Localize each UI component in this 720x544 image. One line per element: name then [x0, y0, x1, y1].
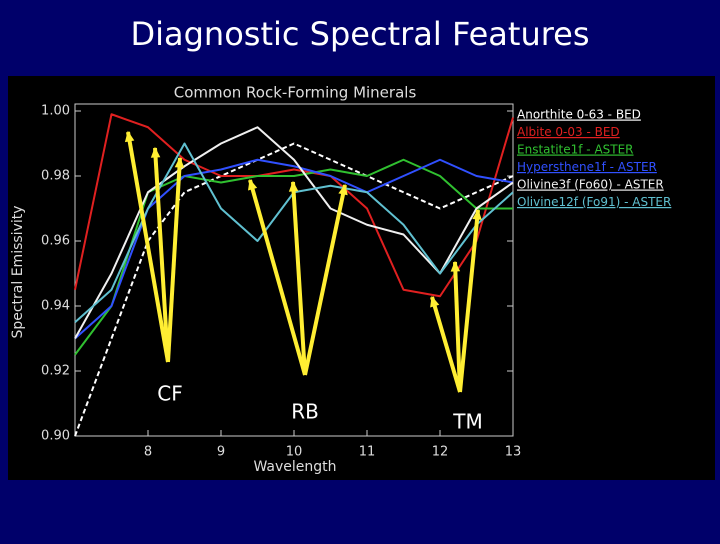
arrow-head: [472, 208, 482, 220]
legend-entry: Olivine12f (Fo91) - ASTER: [517, 195, 671, 209]
arrow-shaft: [166, 157, 182, 363]
y-tick-label: 0.94: [41, 299, 70, 314]
arrow-head: [450, 260, 461, 272]
y-tick-label: 1.00: [41, 104, 70, 119]
arrow-shaft: [248, 179, 307, 376]
legend-entry: Olivine3f (Fo60) - ASTER: [517, 178, 664, 192]
y-tick-label: 0.92: [41, 364, 70, 379]
x-tick-label: 9: [217, 445, 225, 460]
y-tick-label: 0.96: [41, 234, 70, 249]
arrow-shaft: [453, 261, 462, 393]
arrow-head: [338, 183, 348, 196]
annotation-label: RB: [291, 400, 319, 424]
arrow-head: [174, 156, 185, 168]
slide-title: Diagnostic Spectral Features: [130, 15, 589, 53]
arrow-shaft: [303, 184, 347, 376]
arrow-shaft: [430, 296, 462, 393]
chart-panel: [8, 76, 715, 480]
arrow-head: [430, 295, 440, 308]
arrow-head: [150, 146, 161, 158]
annotation-label: TM: [452, 410, 482, 434]
y-tick-label: 0.90: [41, 429, 70, 444]
series-line: [74, 113, 514, 298]
x-tick-label: 8: [144, 445, 152, 460]
legend-entry: Enstatite1f - ASTER: [517, 143, 634, 157]
x-tick-label: 10: [286, 445, 303, 460]
annotation-label: CF: [157, 382, 182, 406]
arrow-shaft: [458, 209, 480, 393]
arrow-shaft: [126, 131, 170, 363]
y-tick-label: 0.98: [41, 169, 70, 184]
annotation-arrows: [124, 130, 482, 393]
x-tick-label: 12: [432, 445, 449, 460]
y-axis-label: Spectral Emissivity: [10, 205, 26, 338]
arrow-shaft: [291, 181, 307, 376]
chart-title: Common Rock-Forming Minerals: [174, 84, 417, 102]
x-tick-label: 13: [505, 445, 522, 460]
arrow-head: [247, 178, 258, 191]
legend-entry: Hypersthene1f - ASTER: [517, 160, 657, 174]
x-tick-label: 11: [359, 445, 376, 460]
arrow-head: [124, 130, 135, 143]
x-axis-label: Wavelength: [253, 459, 336, 475]
legend-entry: Albite 0-03 - BED: [517, 125, 620, 139]
arrow-head: [288, 180, 299, 192]
legend-entry: Anorthite 0-63 - BED: [517, 108, 641, 122]
arrow-shaft: [153, 147, 170, 363]
